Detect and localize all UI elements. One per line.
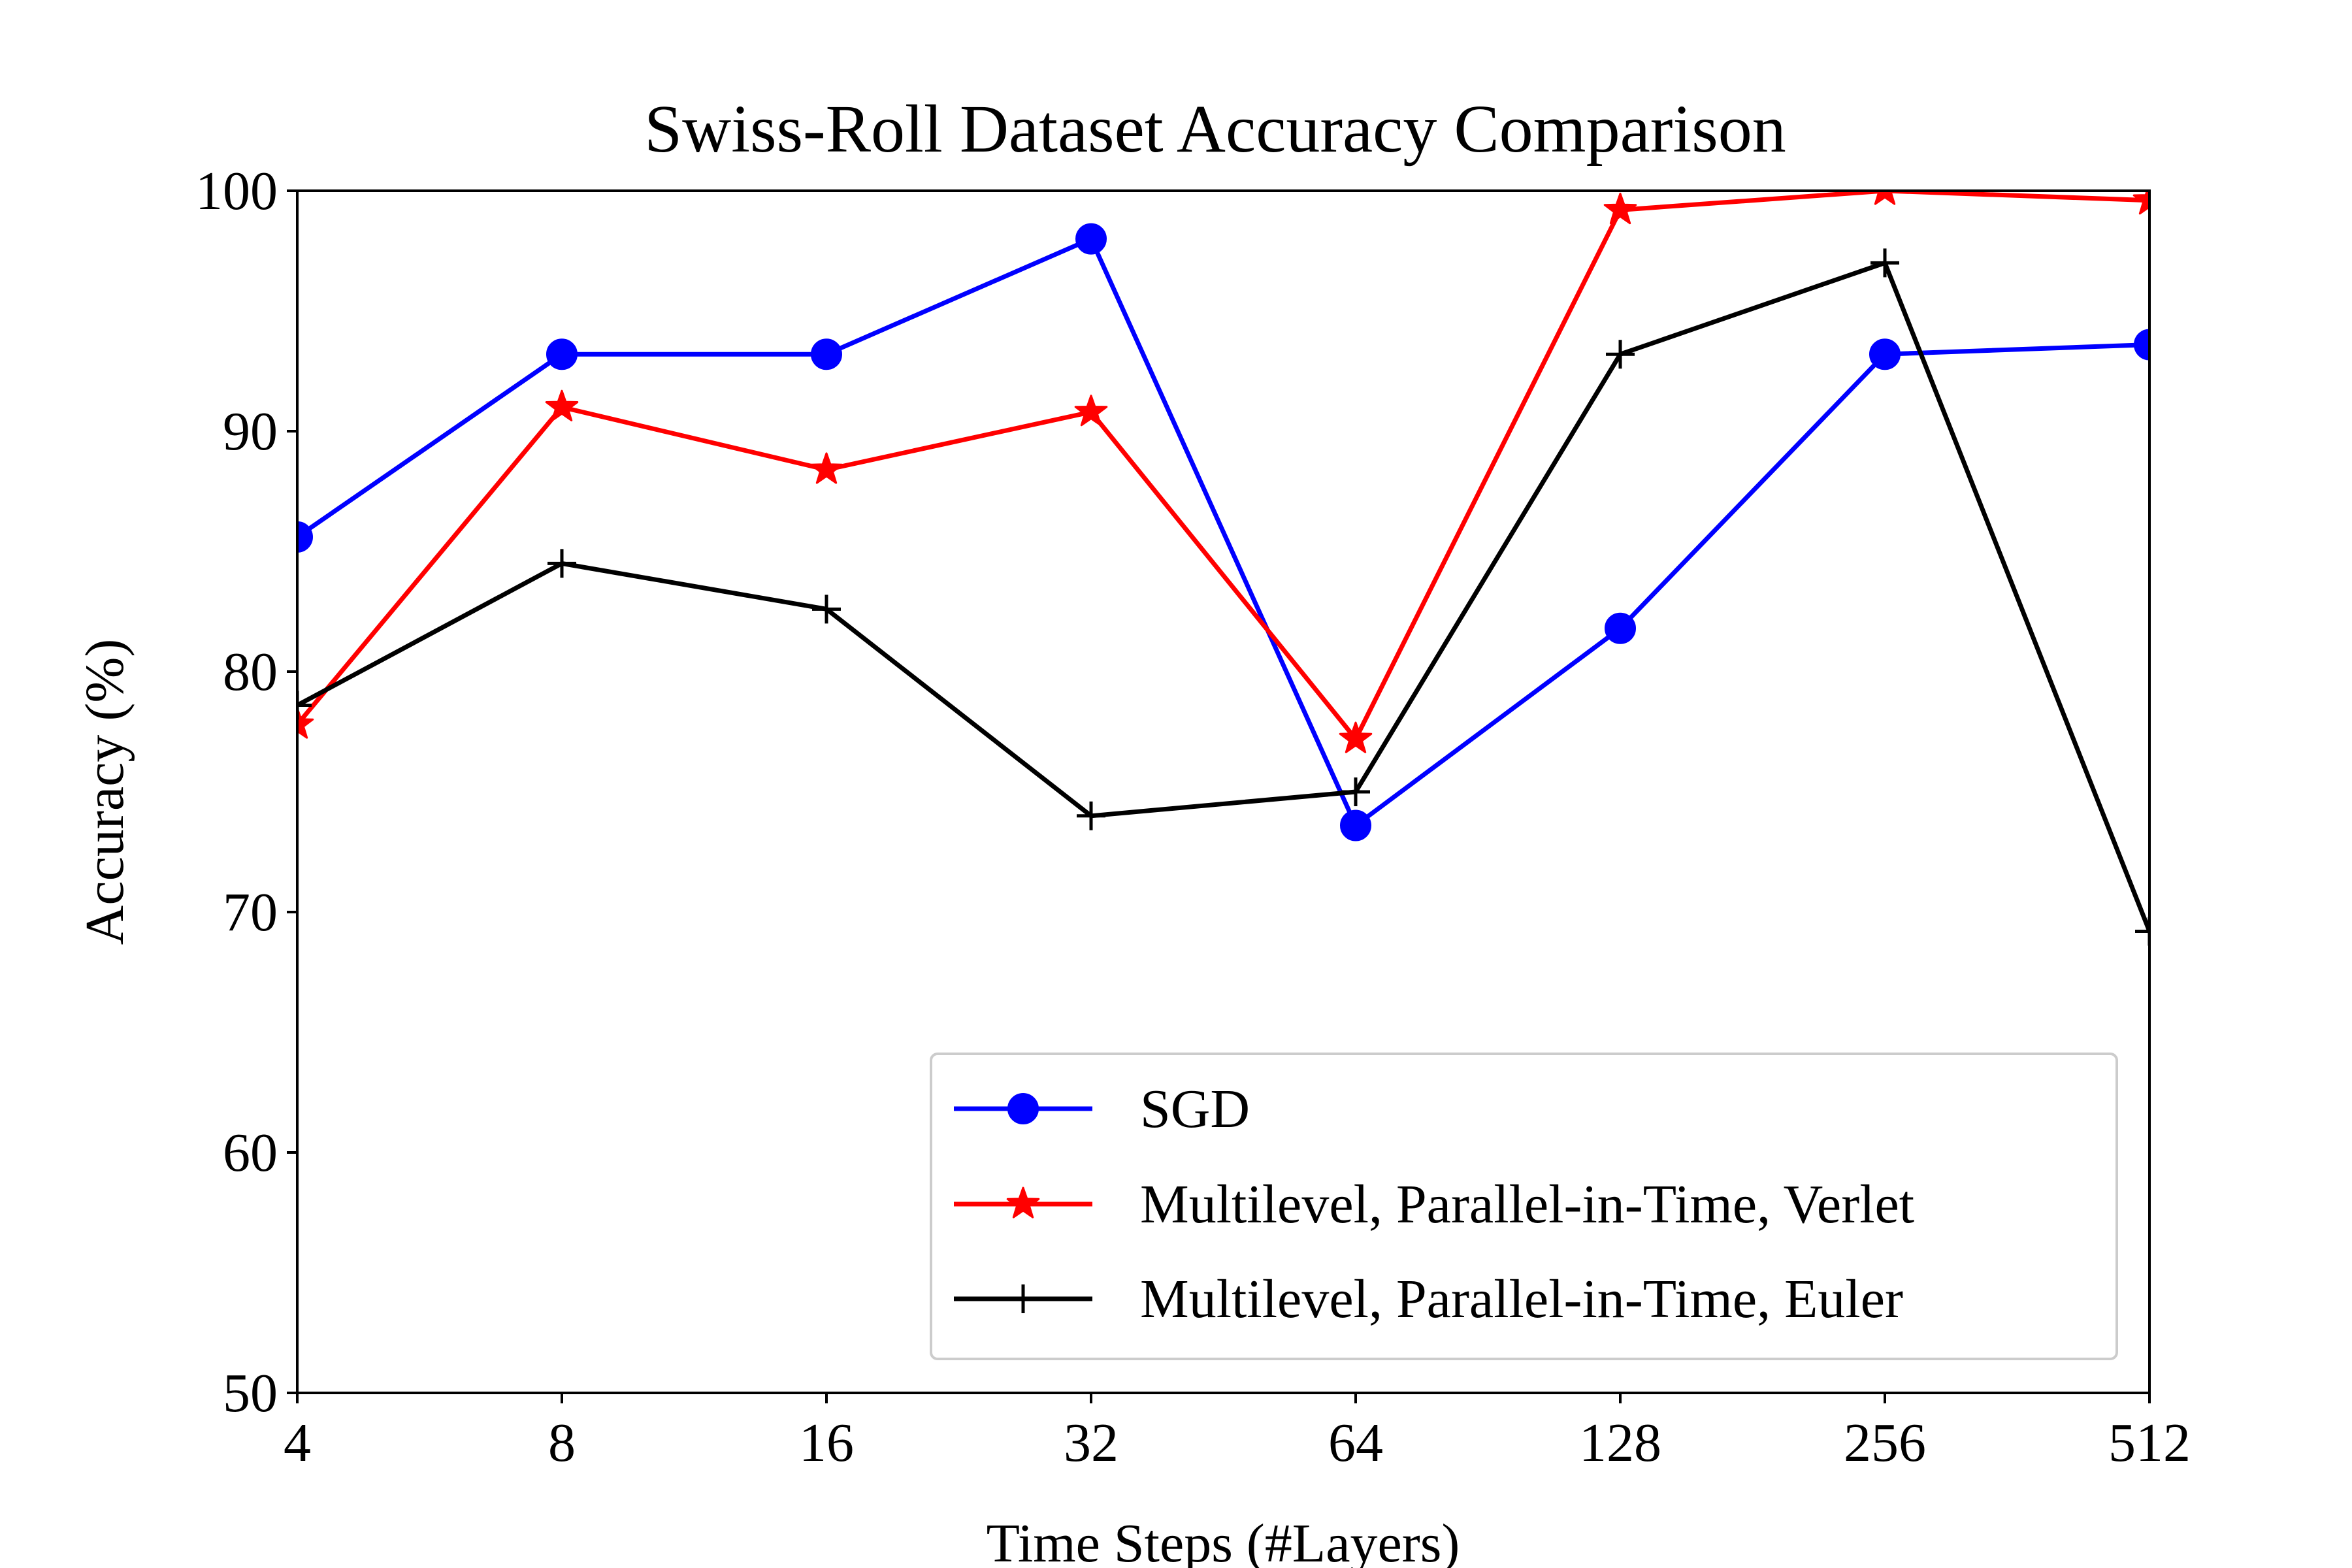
series-multilevel-parallel-in-time-euler-point [297, 691, 312, 720]
legend-frame [930, 1053, 2118, 1360]
series-multilevel-parallel-in-time-verlet-point [1339, 721, 1373, 753]
series-multilevel-parallel-in-time-verlet-line [297, 191, 2149, 742]
series-sgd-line [297, 237, 2149, 828]
legend-sgd-marker [1007, 1093, 1039, 1124]
series-multilevel-parallel-in-time-euler-point [812, 595, 841, 624]
legend: SGD Multilevel, Parallel-in-Time, Verlet M… [930, 1053, 2118, 1360]
series-sgd-point [297, 521, 313, 553]
series-multilevel-parallel-in-time-verlet-point [297, 707, 314, 739]
y-tick-label: 90 [223, 401, 278, 462]
x-tick-label: 8 [548, 1413, 576, 1473]
series-multilevel-parallel-in-time-euler-point [2135, 917, 2149, 946]
legend-multilevel-parallel-in-time-verlet-label: Multilevel, Parallel-in-Time, Verlet [1140, 1174, 1914, 1235]
x-tick-label: 512 [2108, 1413, 2191, 1473]
series-multilevel-parallel-in-time-euler-point [1077, 801, 1105, 830]
legend-multilevel-parallel-in-time-euler-marker [1009, 1284, 1037, 1313]
y-tick-label: 60 [223, 1122, 278, 1183]
x-tick-label: 64 [1328, 1413, 1383, 1473]
plot-area [297, 191, 2149, 946]
series-multilevel-parallel-in-time-verlet-point [545, 389, 579, 421]
axes: 50 60 70 80 90 100 4 8 16 32 64 128 256 512 [195, 161, 2191, 1473]
legend-sgd-label: SGD [1140, 1079, 1250, 1139]
series-sgd [297, 223, 2149, 841]
series-sgd-point [1075, 223, 1107, 255]
y-tick-label: 50 [223, 1363, 278, 1424]
series-multilevel-parallel-in-time-verlet-point [1874, 191, 1896, 205]
series-multilevel-parallel-in-time-euler-point [1606, 340, 1635, 369]
y-tick-label: 100 [195, 161, 278, 221]
series-multilevel-parallel-in-time-verlet-point [1074, 395, 1108, 427]
series-multilevel-parallel-in-time-verlet [297, 191, 2149, 753]
x-tick-label: 4 [284, 1413, 311, 1473]
series-multilevel-parallel-in-time-verlet-point [1603, 192, 1637, 225]
series-multilevel-parallel-in-time-euler-point [1341, 777, 1370, 806]
series-multilevel-parallel-in-time-euler-line [297, 260, 2149, 934]
axes-frame [296, 189, 2151, 1394]
y-axis-label: Accuracy (%) [74, 639, 135, 945]
series-sgd-point [1605, 612, 1636, 644]
x-tick-label: 256 [1844, 1413, 1926, 1473]
y-tick-label: 70 [223, 882, 278, 943]
series-multilevel-parallel-in-time-euler [297, 248, 2149, 946]
x-axis-label: Time Steps (#Layers) [987, 1513, 1460, 1568]
legend-multilevel-parallel-in-time-euler-label: Multilevel, Parallel-in-Time, Euler [1140, 1269, 1903, 1330]
series-sgd-point [1340, 809, 1371, 841]
y-tick-label: 80 [223, 642, 278, 702]
series-multilevel-parallel-in-time-verlet-point [809, 452, 843, 484]
chart-title: Swiss-Roll Dataset Accuracy Comparison [644, 91, 1786, 167]
series-sgd-point [811, 338, 842, 370]
series-sgd-point [1869, 338, 1901, 370]
legend-multilevel-parallel-in-time-verlet-marker [1006, 1186, 1040, 1218]
x-tick-label: 16 [799, 1413, 854, 1473]
series-multilevel-parallel-in-time-verlet-point [2132, 191, 2149, 215]
x-tick-label: 128 [1579, 1413, 1661, 1473]
series-multilevel-parallel-in-time-euler-point [547, 549, 576, 578]
x-tick-label: 32 [1064, 1413, 1119, 1473]
series-sgd-point [2134, 329, 2149, 361]
series-sgd-point [546, 338, 578, 370]
series-multilevel-parallel-in-time-euler-point [1870, 248, 1899, 278]
